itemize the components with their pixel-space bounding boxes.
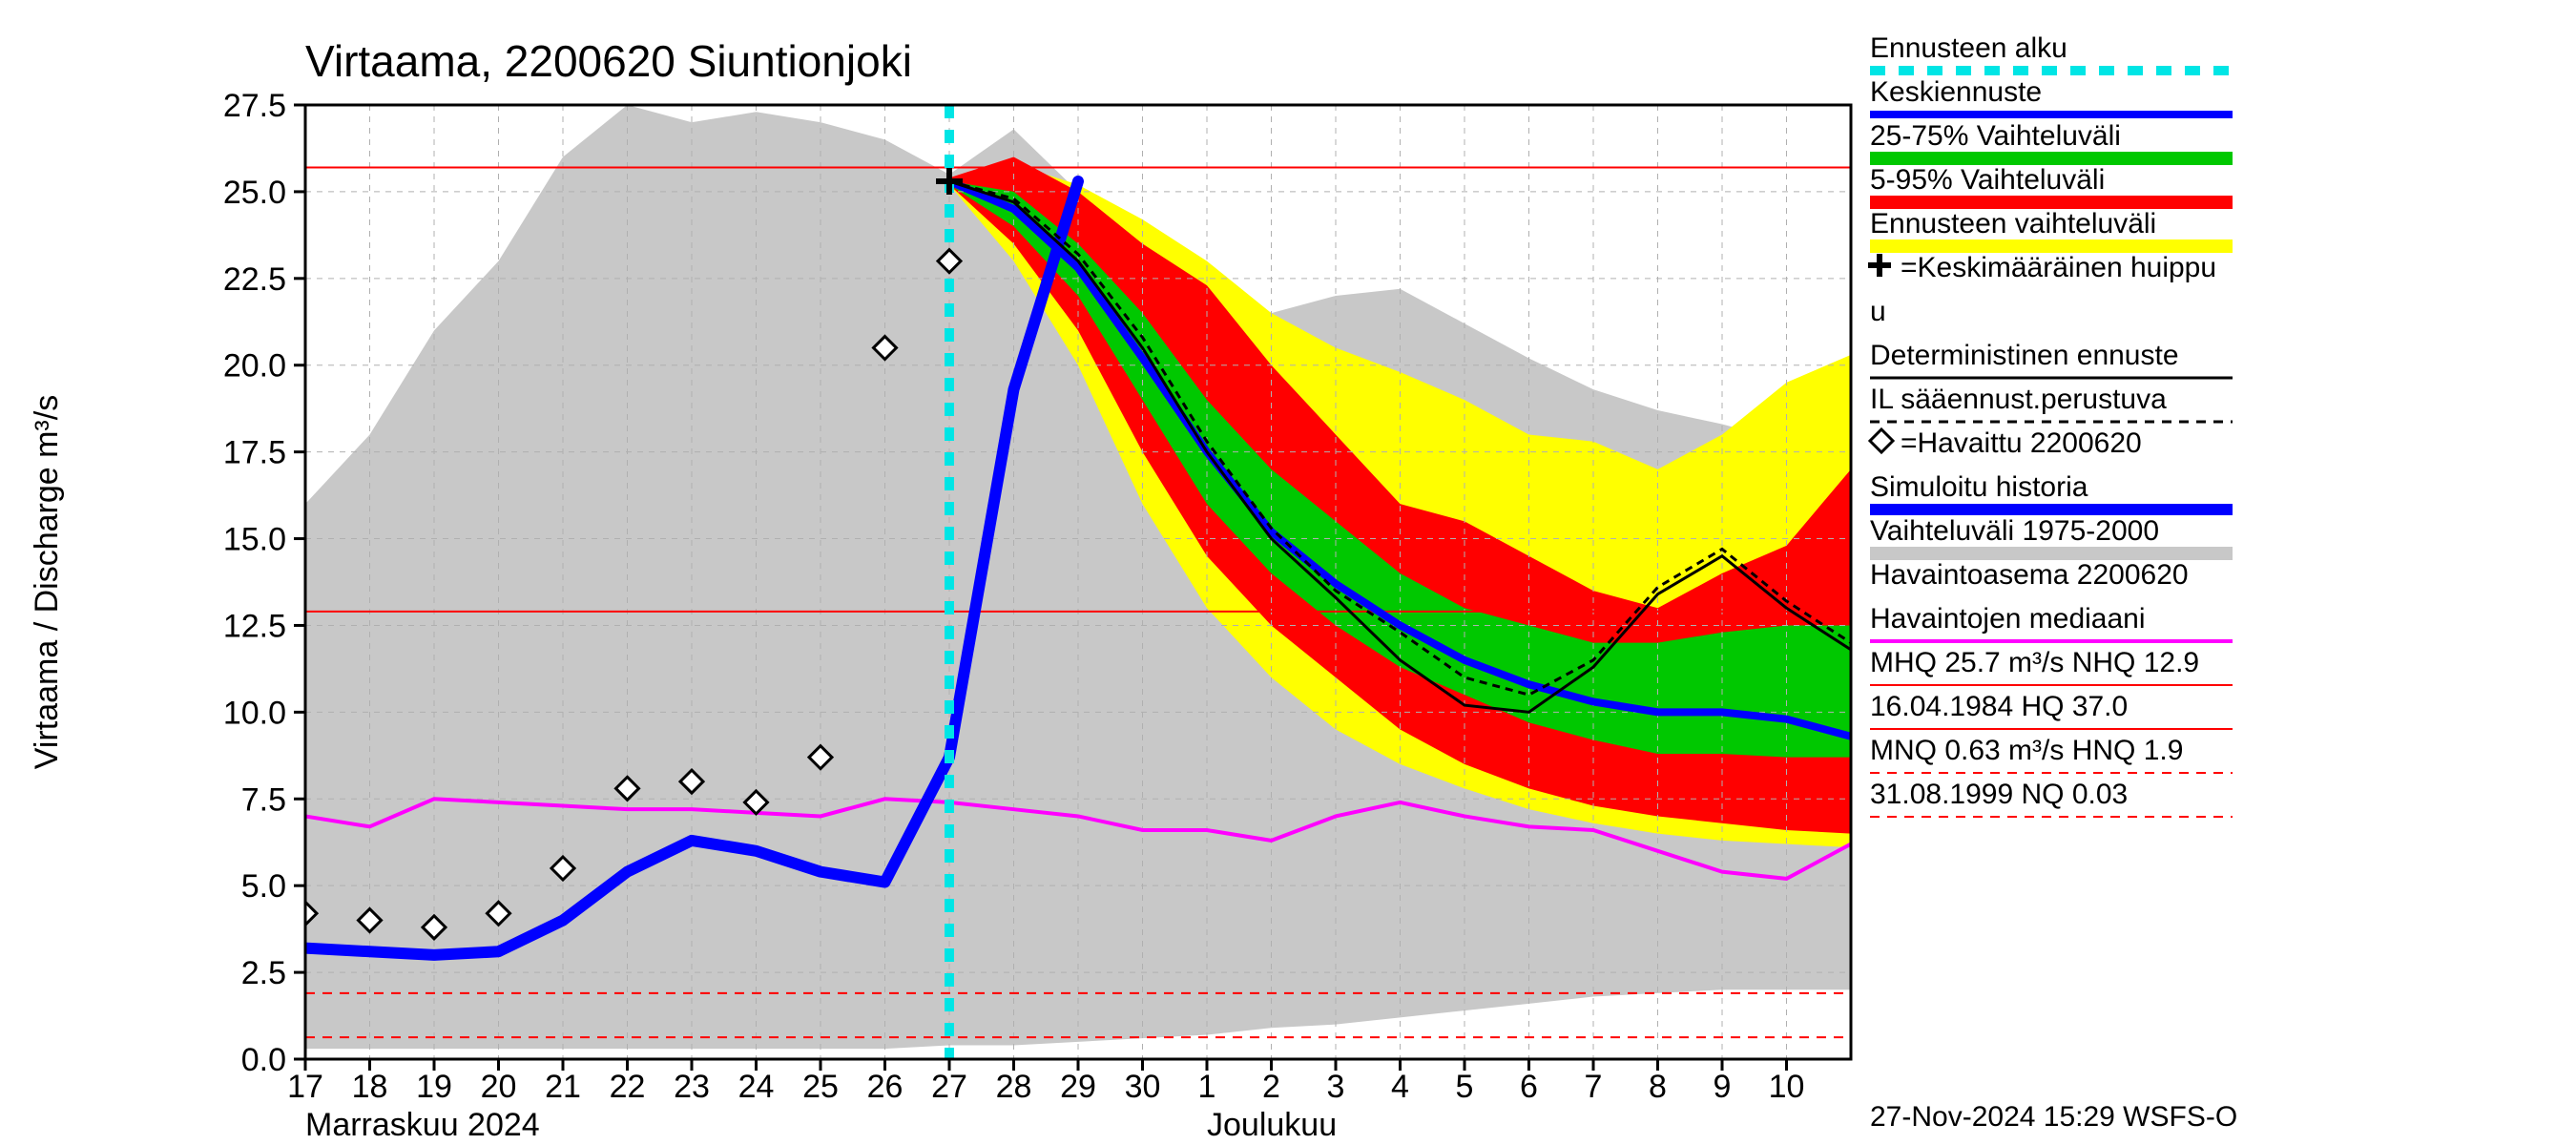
svg-text:MNQ 0.63 m³/s HNQ 1.9: MNQ 0.63 m³/s HNQ 1.9 (1870, 735, 2183, 766)
svg-text:Ennusteen vaihteluväli: Ennusteen vaihteluväli (1870, 208, 2156, 239)
svg-text:=Keskimääräinen huippu: =Keskimääräinen huippu (1901, 252, 2216, 283)
svg-text:4: 4 (1391, 1069, 1409, 1105)
svg-text:Virtaama, 2200620 Siuntionjoki: Virtaama, 2200620 Siuntionjoki (305, 36, 912, 86)
svg-text:16.04.1984 HQ 37.0: 16.04.1984 HQ 37.0 (1870, 691, 2128, 722)
svg-text:Joulukuu: Joulukuu (1207, 1107, 1337, 1143)
svg-text:6: 6 (1520, 1069, 1538, 1105)
svg-text:15.0: 15.0 (223, 522, 286, 558)
svg-text:2: 2 (1262, 1069, 1280, 1105)
svg-text:18: 18 (352, 1069, 388, 1105)
svg-text:10.0: 10.0 (223, 695, 286, 731)
svg-text:22.5: 22.5 (223, 261, 286, 298)
svg-text:u: u (1870, 296, 1886, 327)
svg-text:25.0: 25.0 (223, 175, 286, 211)
svg-text:Havaintojen mediaani: Havaintojen mediaani (1870, 603, 2146, 635)
svg-text:=Havaittu 2200620: =Havaittu 2200620 (1901, 427, 2142, 459)
svg-text:27.5: 27.5 (223, 88, 286, 124)
svg-text:21: 21 (545, 1069, 581, 1105)
svg-text:24: 24 (738, 1069, 775, 1105)
svg-text:5: 5 (1456, 1069, 1474, 1105)
svg-text:5-95% Vaihteluväli: 5-95% Vaihteluväli (1870, 164, 2105, 196)
svg-text:1: 1 (1198, 1069, 1216, 1105)
svg-text:Marraskuu 2024: Marraskuu 2024 (305, 1107, 540, 1143)
svg-text:Vaihteluväli 1975-2000: Vaihteluväli 1975-2000 (1870, 515, 2159, 547)
svg-text:20.0: 20.0 (223, 348, 286, 385)
svg-text:29: 29 (1060, 1069, 1096, 1105)
svg-text:Virtaama / Discharge m³/s: Virtaama / Discharge m³/s (29, 395, 65, 769)
svg-text:17.5: 17.5 (223, 435, 286, 471)
svg-text:Ennusteen alku: Ennusteen alku (1870, 32, 2067, 64)
svg-text:3: 3 (1327, 1069, 1345, 1105)
svg-text:7.5: 7.5 (241, 781, 286, 818)
svg-text:30: 30 (1125, 1069, 1161, 1105)
svg-text:Havaintoasema 2200620: Havaintoasema 2200620 (1870, 559, 2189, 591)
svg-text:26: 26 (867, 1069, 904, 1105)
svg-text:7: 7 (1585, 1069, 1603, 1105)
svg-text:8: 8 (1649, 1069, 1667, 1105)
svg-text:Deterministinen ennuste: Deterministinen ennuste (1870, 340, 2179, 371)
discharge-forecast-chart: 0.0 2.5 5.0 7.5 10.0 12.5 15.0 17.5 20.0 22.5 25.0… (0, 0, 2576, 1145)
svg-text:27-Nov-2024 15:29 WSFS-O: 27-Nov-2024 15:29 WSFS-O (1870, 1101, 2237, 1133)
svg-text:IL sääennust.perustuva: IL sääennust.perustuva (1870, 384, 2167, 415)
svg-text:17: 17 (287, 1069, 323, 1105)
svg-text:0.0: 0.0 (241, 1042, 286, 1078)
svg-text:23: 23 (674, 1069, 710, 1105)
svg-text:25: 25 (802, 1069, 839, 1105)
svg-text:10: 10 (1769, 1069, 1805, 1105)
svg-text:25-75% Vaihteluväli: 25-75% Vaihteluväli (1870, 120, 2121, 152)
svg-text:Keskiennuste: Keskiennuste (1870, 76, 2042, 108)
svg-text:5.0: 5.0 (241, 868, 286, 905)
svg-text:28: 28 (996, 1069, 1032, 1105)
svg-text:Simuloitu historia: Simuloitu historia (1870, 471, 2088, 503)
svg-text:20: 20 (481, 1069, 517, 1105)
svg-text:27: 27 (931, 1069, 967, 1105)
svg-text:19: 19 (416, 1069, 452, 1105)
svg-text:9: 9 (1714, 1069, 1732, 1105)
svg-text:2.5: 2.5 (241, 955, 286, 991)
svg-text:31.08.1999 NQ 0.03: 31.08.1999 NQ 0.03 (1870, 779, 2128, 810)
svg-text:12.5: 12.5 (223, 608, 286, 644)
svg-text:22: 22 (610, 1069, 646, 1105)
svg-text:MHQ 25.7 m³/s NHQ 12.9: MHQ 25.7 m³/s NHQ 12.9 (1870, 647, 2199, 678)
